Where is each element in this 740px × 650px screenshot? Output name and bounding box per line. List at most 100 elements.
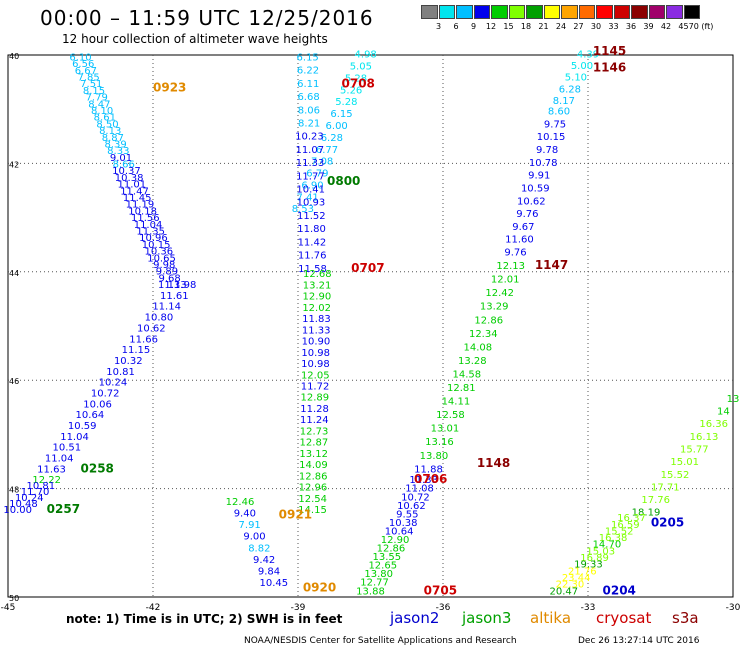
- generated-timestamp: Dec 26 13:27:14 UTC 2016: [578, 636, 700, 646]
- swh-value-label: 22.30: [556, 580, 585, 591]
- swh-value-label: 10.80: [145, 313, 174, 324]
- swh-value-label: 12.86: [377, 544, 406, 555]
- swh-value-label: 5.26: [340, 85, 362, 96]
- satellite-legend-altika: altika: [530, 609, 572, 627]
- color-scale-legend: [421, 5, 701, 19]
- swh-value-label: 10.36: [145, 247, 174, 258]
- color-scale-label: 36: [625, 22, 637, 31]
- swh-value-label: 11.47: [120, 186, 149, 197]
- lat-tick-label: 40: [9, 52, 19, 61]
- lat-tick-label: 46: [9, 377, 19, 386]
- swh-value-label: 11.28: [300, 404, 329, 415]
- swh-value-label: 11.33: [409, 475, 438, 486]
- swh-value-label: 10.37: [112, 166, 141, 177]
- color-swatch-14: [666, 5, 683, 19]
- swh-value-label: 5.00: [571, 61, 593, 72]
- swh-value-label: 13.80: [420, 451, 449, 462]
- swh-value-label: 6.90: [301, 180, 323, 191]
- swh-value-label: 8.61: [94, 113, 116, 124]
- swh-value-label: 5.28: [335, 97, 357, 108]
- track-time-label: 0204: [603, 583, 636, 597]
- swh-value-label: 11.88: [414, 464, 443, 475]
- swh-value-label: 12.90: [303, 292, 332, 303]
- swh-value-label: 8.87: [102, 133, 124, 144]
- color-scale-label: 30: [590, 22, 602, 31]
- swh-value-label: 12.68: [303, 269, 332, 280]
- swh-value-label: 4.98: [355, 50, 377, 61]
- swh-value-label: 18.19: [632, 508, 661, 519]
- credit-line: NOAA/NESDIS Center for Satellite Applica…: [244, 636, 517, 646]
- color-scale-label: 42: [660, 22, 672, 31]
- swh-value-label: 10.32: [114, 356, 143, 367]
- swh-value-label: 16.38: [599, 533, 628, 544]
- color-scale-label: 21: [538, 22, 549, 31]
- swh-value-label: 8.50: [96, 119, 118, 130]
- swh-value-label: 15.77: [680, 444, 709, 455]
- swh-value-label: 12.54: [298, 494, 327, 505]
- swh-value-label: 6.68: [297, 92, 319, 103]
- swh-value-label: 16.59: [611, 520, 640, 531]
- swh-value-label: 6.79: [306, 169, 328, 180]
- swh-value-label: 12.58: [436, 410, 465, 421]
- swh-value-label: 10.51: [53, 443, 82, 454]
- color-swatch-0: [421, 5, 438, 19]
- swh-value-label: 11.80: [297, 224, 326, 235]
- swh-value-label: 16.37: [617, 513, 646, 524]
- swh-value-label: 8.39: [104, 139, 126, 150]
- swh-value-label: 11.77: [296, 171, 325, 182]
- swh-value-label: 10.00: [3, 505, 32, 516]
- swh-value-label: 8.60: [548, 107, 570, 118]
- track-time-label: 1146: [593, 60, 626, 74]
- swh-value-label: 12.77: [360, 578, 389, 589]
- swh-value-label: 10.81: [106, 367, 135, 378]
- swh-value-label: 10.64: [385, 526, 414, 537]
- swh-value-label: 11.70: [21, 487, 50, 498]
- color-swatch-13: [648, 5, 665, 19]
- lat-tick-label: 50: [9, 594, 19, 603]
- swh-value-label: 8.53: [292, 204, 314, 215]
- swh-value-label: 10.98: [301, 348, 330, 359]
- swh-value-label: 11.63: [37, 464, 66, 475]
- swh-value-label: 8.15: [83, 86, 105, 97]
- color-scale-label: 45: [678, 22, 689, 31]
- swh-value-label: 10.96: [139, 233, 168, 244]
- swh-value-label: 6.28: [321, 133, 343, 144]
- footer-note: note: 1) Time is in UTC; 2) SWH is in fe…: [66, 612, 343, 626]
- color-scale-labels: 3 6 9 12 15 18 21 24 27 30 33 36 39 42 45 70 (ft): [421, 22, 740, 34]
- swh-value-label: 10.15: [537, 132, 566, 143]
- swh-value-label: 13.01: [431, 424, 460, 435]
- track-time-label: 0707: [351, 261, 384, 275]
- color-swatch-2: [456, 5, 473, 19]
- color-swatch-4: [491, 5, 508, 19]
- swh-value-label: 10.81: [27, 481, 56, 492]
- swh-value-label: 10.38: [115, 173, 144, 184]
- map-frame: [7, 54, 734, 598]
- swh-value-label: 4.39: [577, 50, 599, 61]
- swh-value-label: 17.76: [641, 495, 670, 506]
- track-time-label: 0205: [651, 516, 684, 530]
- swh-value-label: 9.84: [258, 567, 280, 578]
- swh-value-label: 10.78: [529, 158, 558, 169]
- swh-value-label: 9.76: [504, 248, 526, 259]
- swh-value-label: 19.33: [574, 560, 603, 571]
- swh-value-label: 9.42: [253, 555, 275, 566]
- swh-value-label: 11.98: [168, 280, 197, 291]
- color-swatch-5: [508, 5, 525, 19]
- swh-value-label: 7.41: [297, 192, 319, 203]
- swh-value-label: 6.00: [326, 121, 348, 132]
- swh-value-label: 6.15: [297, 52, 319, 63]
- swh-value-label: 9.91: [528, 171, 550, 182]
- swh-value-label: 13.29: [480, 302, 509, 313]
- swh-value-label: 14.58: [453, 369, 482, 380]
- swh-value-label: 11.01: [117, 180, 146, 191]
- swh-value-label: 10.06: [83, 399, 112, 410]
- lat-tick-label: 42: [9, 160, 19, 169]
- swh-value-label: 6.28: [559, 84, 581, 95]
- swh-value-label: 12.86: [474, 315, 503, 326]
- swh-value-label: 11.04: [60, 432, 89, 443]
- swh-value-label: 11.42: [298, 237, 327, 248]
- track-time-label: 0923: [153, 80, 186, 94]
- swh-value-label: 12.87: [300, 438, 329, 449]
- swh-value-label: 12.46: [226, 497, 255, 508]
